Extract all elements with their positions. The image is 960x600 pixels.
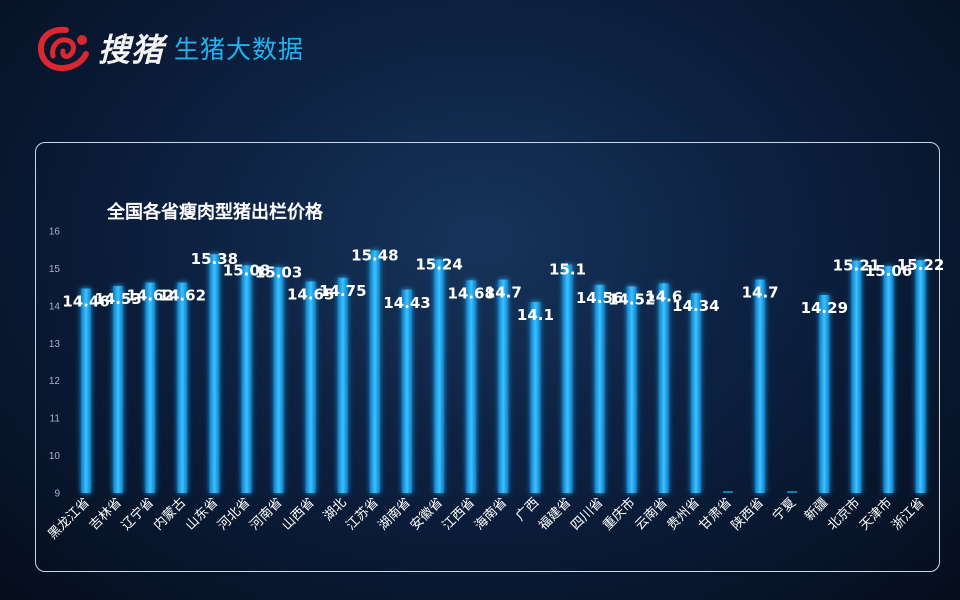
brand-subtitle: 生猪大数据 xyxy=(174,35,305,64)
x-tick-label: 河南省 xyxy=(247,495,286,534)
x-tick-label: 吉林省 xyxy=(87,495,125,533)
data-label: 15.22 xyxy=(897,256,944,274)
x-tick-label: 北京市 xyxy=(824,495,863,534)
x-tick-label: 陕西省 xyxy=(729,495,767,533)
bar xyxy=(305,281,316,493)
x-tick-label: 山东省 xyxy=(183,495,221,533)
bar xyxy=(466,280,477,493)
bar xyxy=(530,302,541,493)
bar xyxy=(819,295,830,493)
y-tick-label: 11 xyxy=(50,414,61,425)
data-label: 14.62 xyxy=(159,287,206,305)
y-tick-label: 15 xyxy=(49,264,61,275)
data-label: 14.56 xyxy=(576,289,623,307)
data-label: 15.1 xyxy=(549,261,586,279)
bar xyxy=(145,282,156,493)
x-tick-label: 天津市 xyxy=(856,495,895,534)
data-label: 14.29 xyxy=(801,299,848,317)
chart-title: 全国各省瘦肉型猪出栏价格 xyxy=(107,202,323,223)
data-label: 14.7 xyxy=(485,284,522,302)
x-tick-label: 内蒙古 xyxy=(150,495,189,534)
bar xyxy=(562,264,573,493)
data-label: 14.1 xyxy=(517,306,554,324)
bar xyxy=(883,266,894,493)
x-tick-label: 山西省 xyxy=(279,495,317,533)
data-label: 15.06 xyxy=(865,262,912,280)
bar xyxy=(273,267,284,493)
data-label: 14.6 xyxy=(645,287,682,305)
bar xyxy=(402,289,412,493)
bar xyxy=(915,260,926,493)
x-tick-label: 新疆 xyxy=(801,495,831,525)
data-label: 15.48 xyxy=(351,246,398,264)
bar xyxy=(241,265,252,493)
data-label: 15.38 xyxy=(191,250,238,268)
bar xyxy=(81,288,91,493)
data-label: 15.03 xyxy=(255,263,302,281)
data-label: 15.08 xyxy=(223,261,270,279)
x-tick-label: 江西省 xyxy=(440,495,478,533)
x-tick-label: 辽宁省 xyxy=(118,495,157,534)
bar xyxy=(594,284,605,493)
bar xyxy=(658,283,669,493)
y-tick-label: 10 xyxy=(49,451,61,462)
bar xyxy=(626,286,637,493)
data-label: 14.46 xyxy=(62,293,109,311)
data-label: 14.75 xyxy=(319,282,366,300)
chart-panel xyxy=(35,142,940,572)
data-label: 14.7 xyxy=(742,284,779,302)
y-tick-label: 12 xyxy=(49,376,61,387)
data-label: 15.24 xyxy=(415,255,462,273)
data-label: 14.43 xyxy=(383,294,430,312)
x-tick-label: 宁夏 xyxy=(769,495,799,525)
bar xyxy=(337,277,348,493)
x-tick-label: 江苏省 xyxy=(343,495,382,534)
x-tick-label: 甘肃省 xyxy=(697,495,735,533)
y-tick-label: 14 xyxy=(49,301,61,312)
bar xyxy=(755,279,766,493)
x-tick-label: 贵州省 xyxy=(665,495,703,533)
y-axis: 9 10 11 12 13 14 15 16 xyxy=(49,227,61,500)
x-tick-label: 湖南省 xyxy=(375,495,414,534)
brand-name: 搜猪 xyxy=(98,31,165,69)
bars xyxy=(81,250,926,493)
data-label: 14.34 xyxy=(672,297,719,315)
bar xyxy=(177,282,188,493)
bar-empty xyxy=(723,491,733,493)
x-tick-label: 河北省 xyxy=(215,495,253,533)
bar xyxy=(209,254,220,493)
data-label: 14.68 xyxy=(447,284,494,302)
x-tick-label: 云南省 xyxy=(632,495,671,534)
x-tick-label: 浙江省 xyxy=(889,495,927,533)
bar-empty xyxy=(787,491,798,493)
bar xyxy=(434,259,445,493)
data-label: 14.62 xyxy=(126,287,173,305)
bar xyxy=(113,286,124,493)
bar xyxy=(851,260,862,493)
x-tick-label: 海南省 xyxy=(471,495,510,534)
bar xyxy=(369,250,380,493)
x-tick-label: 黑龙江省 xyxy=(45,495,92,542)
logo-icon xyxy=(37,26,89,72)
data-label: 14.53 xyxy=(94,290,141,308)
data-label: 14.65 xyxy=(287,286,334,304)
header: 搜猪 生猪大数据 xyxy=(36,22,304,74)
bar xyxy=(498,279,509,493)
data-label: 15.21 xyxy=(833,257,880,275)
x-tick-label: 四川省 xyxy=(568,495,606,533)
y-tick-label: 9 xyxy=(54,489,60,500)
x-tick-label: 福建省 xyxy=(536,495,574,533)
y-tick-label: 16 xyxy=(49,227,61,238)
x-tick-label: 安徽省 xyxy=(408,495,446,533)
bar xyxy=(690,293,701,493)
x-tick-label: 重庆市 xyxy=(600,495,639,534)
y-tick-label: 13 xyxy=(49,339,61,350)
value-labels: 14.4614.5314.6214.6215.3815.0815.0314.65… xyxy=(62,246,944,324)
data-label: 14.52 xyxy=(608,290,655,308)
